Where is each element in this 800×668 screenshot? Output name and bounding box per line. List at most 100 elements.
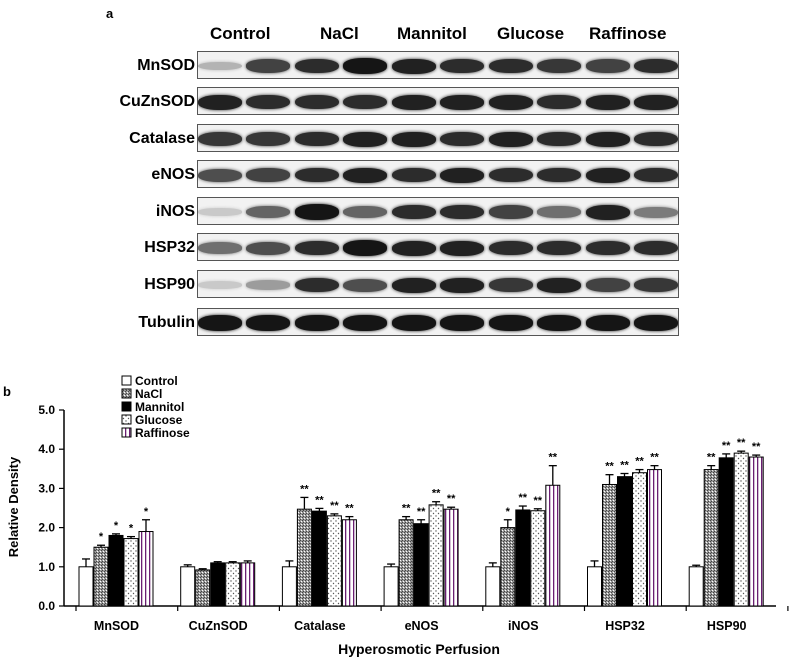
blot-band [392, 204, 436, 220]
significance-marker: ** [447, 493, 456, 505]
significance-marker: ** [519, 492, 528, 504]
blot-strip [197, 87, 679, 115]
significance-marker: ** [330, 500, 339, 512]
blot-band [537, 206, 581, 218]
blot-band [440, 131, 484, 147]
blot-band [343, 206, 387, 218]
significance-marker: ** [402, 503, 411, 515]
legend-swatch [121, 401, 132, 412]
significance-marker: ** [752, 441, 761, 453]
western-blot-panel: a Control NaCl Mannitol Glucose Raffinos… [106, 6, 679, 336]
bar [240, 562, 256, 607]
blot-band [634, 240, 678, 256]
blot-band [489, 167, 533, 183]
blot-band [392, 315, 436, 331]
blot-band [586, 167, 630, 183]
blot-band [295, 315, 339, 331]
blot-row-label: MnSOD [137, 57, 195, 74]
blot-band [295, 277, 339, 293]
blot-band [489, 315, 533, 331]
blot-band [198, 94, 242, 110]
panel-a-label: a [106, 6, 114, 21]
bar [530, 510, 546, 607]
x-tick-label: HSP90 [707, 619, 747, 633]
blot-band [343, 315, 387, 331]
significance-marker: ** [635, 456, 644, 468]
blot-group-control: Control [210, 24, 271, 43]
bar [617, 476, 632, 607]
blot-band [586, 59, 630, 73]
blot-band [343, 131, 387, 147]
significance-marker: ** [620, 460, 629, 472]
blot-strip [197, 270, 679, 298]
x-axis-label: Hyperosmotic Perfusion [338, 641, 500, 657]
x-tick-label: Catalase [294, 619, 345, 633]
blot-band [343, 167, 387, 183]
y-tick-label: 4.0 [38, 442, 55, 456]
blot-strip [197, 233, 679, 261]
blot-band [586, 278, 630, 292]
significance-marker: ** [417, 506, 426, 518]
blot-band [246, 241, 290, 255]
blot-band [489, 278, 533, 292]
significance-marker: ** [737, 437, 746, 449]
bar [195, 569, 211, 607]
bar [311, 510, 327, 607]
blot-band [634, 206, 678, 218]
blot-band [392, 94, 436, 110]
bar [296, 508, 312, 607]
bar [210, 562, 226, 607]
legend-label: NaCl [135, 387, 162, 401]
blot-group-mannitol: Mannitol [397, 24, 467, 43]
blot-band [489, 131, 533, 147]
blot-band [246, 132, 290, 146]
blot-band [537, 315, 581, 331]
blot-band [246, 315, 290, 331]
significance-marker: ** [707, 452, 716, 464]
x-tick-label: eNOS [405, 619, 439, 633]
bar [443, 508, 459, 607]
bar [688, 566, 704, 607]
blot-band [198, 242, 242, 254]
x-tick-label: MnSOD [94, 619, 139, 633]
bar [647, 469, 662, 607]
blot-band [440, 94, 484, 110]
blot-band [246, 280, 290, 290]
blot-strip [197, 160, 679, 188]
blot-row-label: iNOS [155, 203, 195, 220]
significance-marker: ** [315, 494, 324, 506]
bar [587, 566, 602, 607]
blot-band [489, 205, 533, 219]
bar [225, 562, 241, 607]
legend-label: Mannitol [135, 400, 184, 414]
bar [326, 515, 342, 607]
blot-band [246, 168, 290, 182]
significance-marker: ** [432, 488, 441, 500]
blot-band [246, 59, 290, 73]
significance-marker: ** [549, 452, 558, 464]
blot-band [198, 132, 242, 146]
bar [428, 504, 444, 607]
blot-band [198, 168, 242, 182]
legend-swatch [121, 388, 132, 399]
bar [180, 566, 196, 607]
x-tick-label: iNOS [508, 619, 539, 633]
legend-swatch [121, 427, 132, 438]
blot-band [392, 167, 436, 183]
blot-row-label: Tubulin [138, 314, 195, 331]
blot-band [343, 58, 387, 74]
bar [485, 566, 501, 607]
blot-strip [197, 197, 679, 225]
blot-band [198, 61, 242, 71]
bar [93, 546, 109, 607]
blot-band [198, 315, 242, 331]
blot-row-label: Catalase [129, 130, 195, 147]
legend-swatch [121, 414, 132, 425]
blot-strip [197, 51, 679, 79]
significance-marker: * [99, 531, 104, 543]
bar [718, 457, 734, 607]
significance-marker: ** [300, 483, 309, 495]
blot-row-label: CuZnSOD [119, 93, 195, 110]
significance-marker: ** [650, 452, 659, 464]
